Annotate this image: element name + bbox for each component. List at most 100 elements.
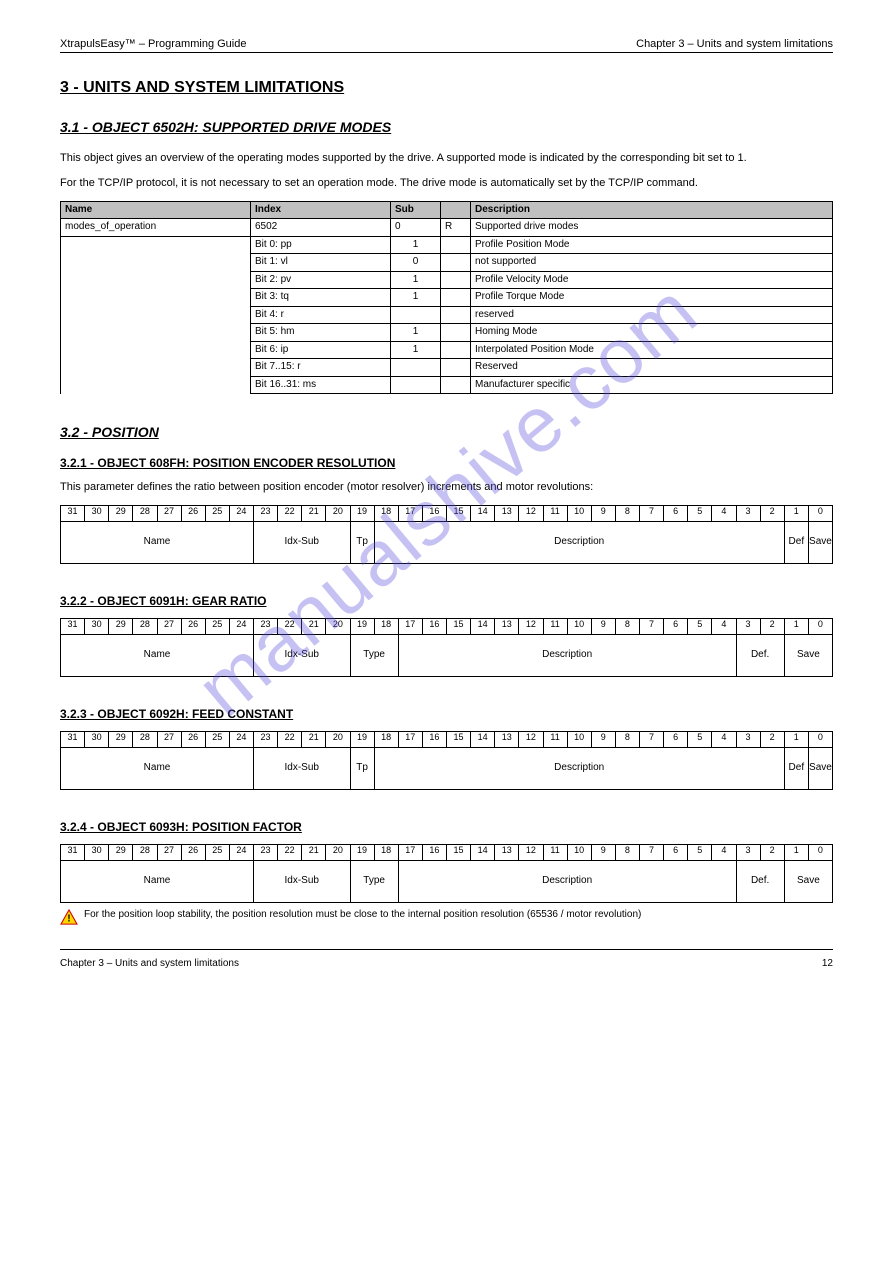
table-row: Bit 1: vl0not supported — [61, 254, 833, 272]
footer-right: 12 — [822, 958, 833, 969]
bit-number: 24 — [229, 619, 253, 635]
bit-number: 18 — [374, 845, 398, 861]
table-row: Bit 3: tq1Profile Torque Mode — [61, 289, 833, 307]
bit-number: 20 — [326, 506, 350, 522]
bit-number: 5 — [688, 845, 712, 861]
bit-number: 18 — [374, 619, 398, 635]
section-3-1-title: 3.1 - OBJECT 6502H: SUPPORTED DRIVE MODE… — [60, 119, 833, 135]
bit-number: 2 — [760, 506, 784, 522]
bit-number: 26 — [181, 732, 205, 748]
bitfield-segment: Idx-Sub — [254, 748, 351, 790]
bit-number: 20 — [326, 845, 350, 861]
bit-number: 16 — [422, 619, 446, 635]
bit-number: 15 — [447, 506, 471, 522]
bit-number: 17 — [398, 619, 422, 635]
supported-modes-table: Name Index Sub Description modes_of_oper… — [60, 201, 833, 395]
bitfield-segment: Def. — [736, 861, 784, 903]
bit-number: 14 — [471, 732, 495, 748]
cell: Supported drive modes — [471, 219, 833, 237]
bit-number: 11 — [543, 732, 567, 748]
footer-divider — [60, 949, 833, 950]
bit-number: 12 — [519, 619, 543, 635]
bit-number: 10 — [567, 506, 591, 522]
section-3-1-para1: This object gives an overview of the ope… — [60, 151, 833, 166]
bit-number: 23 — [254, 732, 278, 748]
bit-number: 13 — [495, 619, 519, 635]
bit-number: 18 — [374, 506, 398, 522]
th-desc: Description — [471, 201, 833, 219]
bit-number: 19 — [350, 619, 374, 635]
bit-number: 15 — [447, 619, 471, 635]
bit-number: 24 — [229, 845, 253, 861]
bit-number: 16 — [422, 845, 446, 861]
bit-number: 7 — [640, 619, 664, 635]
table-row: Bit 5: hm1Homing Mode — [61, 324, 833, 342]
bit-number: 9 — [591, 845, 615, 861]
bit-number: 20 — [326, 619, 350, 635]
bit-number: 1 — [784, 845, 808, 861]
section-3-2-1-title: 3.2.1 - OBJECT 608FH: POSITION ENCODER R… — [60, 456, 833, 470]
section-3-2-3-title: 3.2.3 - OBJECT 6092H: FEED CONSTANT — [60, 707, 833, 721]
bit-number: 8 — [615, 845, 639, 861]
bitfield-segment: Idx-Sub — [254, 861, 351, 903]
bit-number: 5 — [688, 732, 712, 748]
bit-number: 28 — [133, 732, 157, 748]
bit-number: 28 — [133, 845, 157, 861]
bit-number: 31 — [61, 506, 85, 522]
bit-number: 7 — [640, 732, 664, 748]
bit-number: 25 — [205, 506, 229, 522]
bit-number: 2 — [760, 619, 784, 635]
bit-number: 1 — [784, 619, 808, 635]
bitfield-segment: Name — [61, 522, 254, 564]
svg-text:!: ! — [67, 913, 70, 924]
bit-number: 24 — [229, 732, 253, 748]
bit-number: 31 — [61, 845, 85, 861]
bit-number: 25 — [205, 845, 229, 861]
cell: 6502 — [251, 219, 391, 237]
bit-number: 23 — [254, 619, 278, 635]
bit-number: 27 — [157, 845, 181, 861]
bit-number: 26 — [181, 506, 205, 522]
bit-number: 29 — [109, 506, 133, 522]
bit-number: 31 — [61, 732, 85, 748]
bit-number: 2 — [760, 845, 784, 861]
table-row: Bit 0: pp1Profile Position Mode — [61, 236, 833, 254]
chapter-title: 3 - UNITS AND SYSTEM LIMITATIONS — [60, 79, 833, 97]
bit-number: 8 — [615, 619, 639, 635]
bit-number: 4 — [712, 619, 736, 635]
bitfield-segment: Def — [784, 748, 808, 790]
bit-number: 16 — [422, 732, 446, 748]
bit-number: 10 — [567, 619, 591, 635]
th-index: Index — [251, 201, 391, 219]
page-footer: Chapter 3 – Units and system limitations… — [60, 958, 833, 969]
bit-number: 24 — [229, 506, 253, 522]
bit-number: 27 — [157, 732, 181, 748]
bit-number: 6 — [664, 506, 688, 522]
warning-icon: ! — [60, 909, 78, 925]
bitfield-segment: Save — [784, 861, 832, 903]
bit-number: 0 — [808, 506, 832, 522]
section-3-2-2-title: 3.2.2 - OBJECT 6091H: GEAR RATIO — [60, 594, 833, 608]
bit-number: 5 — [688, 506, 712, 522]
bit-number: 28 — [133, 506, 157, 522]
bitfield-table: 3130292827262524232221201918171615141312… — [60, 844, 833, 903]
bitfield-segment: Name — [61, 861, 254, 903]
bit-number: 31 — [61, 619, 85, 635]
bit-number: 3 — [736, 845, 760, 861]
bit-number: 14 — [471, 619, 495, 635]
table-row: modes_of_operation 6502 0 R Supported dr… — [61, 219, 833, 237]
cell: 0 — [391, 219, 441, 237]
cell: R — [441, 219, 471, 237]
warning-note: ! For the position loop stability, the p… — [60, 909, 833, 925]
bit-number: 7 — [640, 506, 664, 522]
bit-number: 6 — [664, 845, 688, 861]
section-3-2-1-intro: This parameter defines the ratio between… — [60, 480, 833, 495]
bit-number: 17 — [398, 732, 422, 748]
bit-number: 14 — [471, 506, 495, 522]
bit-number: 16 — [422, 506, 446, 522]
bit-number: 30 — [85, 506, 109, 522]
bit-number: 11 — [543, 845, 567, 861]
bitfield-segment: Def — [784, 522, 808, 564]
section-3-2-title: 3.2 - POSITION — [60, 424, 833, 440]
bit-number: 9 — [591, 506, 615, 522]
